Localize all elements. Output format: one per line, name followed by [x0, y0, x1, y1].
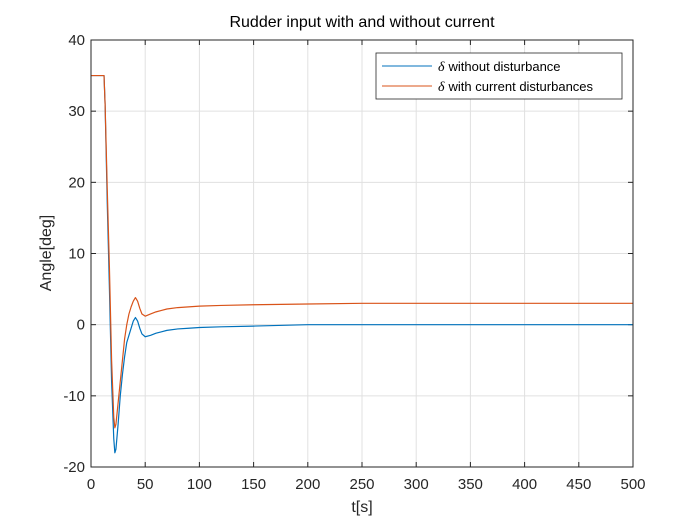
chart-title: Rudder input with and without current	[229, 14, 495, 31]
x-tick-label: 500	[620, 476, 645, 493]
legend-entry-without-disturbance: δ without disturbance	[438, 59, 561, 75]
y-tick-label: 20	[68, 174, 85, 191]
x-tick-label: 400	[512, 476, 537, 493]
y-axis-label: Angle[deg]	[38, 215, 55, 292]
x-tick-label: 100	[187, 476, 212, 493]
y-tick-label: 30	[68, 103, 85, 120]
legend-box	[375, 52, 623, 100]
series-line-1	[91, 74, 633, 429]
series-layer	[91, 74, 633, 454]
series-line-0	[91, 74, 633, 454]
y-tick-label: 0	[77, 317, 85, 334]
x-tick-label: 200	[295, 476, 320, 493]
x-axis-label: t[s]	[351, 499, 372, 516]
x-tick-label: 0	[87, 476, 95, 493]
legend-symbol-delta: δ	[438, 60, 445, 75]
x-tick-label: 300	[404, 476, 429, 493]
x-tick-label: 150	[241, 476, 266, 493]
legend-entry-with-current: δ with current disturbances	[438, 79, 594, 95]
x-tick-label: 350	[458, 476, 483, 493]
y-tick-label: -20	[63, 459, 85, 476]
x-tick-labels: 0 50 100 150 200 250 300 350 400 450 500	[87, 476, 646, 493]
legend: δ without disturbance δ with current distu…	[375, 52, 623, 100]
plot-frame	[90, 39, 634, 468]
y-tick-label: 40	[68, 32, 85, 49]
x-tick-label: 50	[137, 476, 154, 493]
legend-symbol-delta: δ	[438, 80, 445, 95]
legend-label-with-current: with current disturbances	[448, 79, 594, 94]
y-tick-labels: -20 -10 0 10 20 30 40	[63, 32, 85, 476]
y-tick-label: -10	[63, 388, 85, 405]
x-tick-label: 450	[566, 476, 591, 493]
legend-label-without-disturbance: without disturbance	[448, 59, 561, 74]
x-tick-label: 250	[349, 476, 374, 493]
y-tick-label: 10	[68, 246, 85, 263]
